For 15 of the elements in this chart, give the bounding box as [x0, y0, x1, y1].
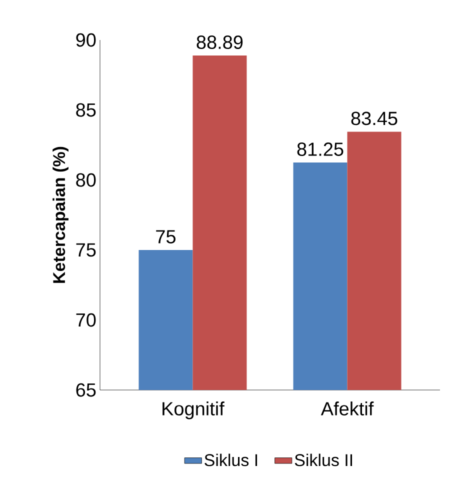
y-tick-label: 75 — [76, 243, 96, 257]
y-tick-label: 70 — [76, 313, 96, 327]
x-tick-label: Kognitif — [162, 402, 224, 420]
data-label: 81.25 — [297, 142, 344, 156]
y-tick-label: 80 — [76, 173, 96, 187]
y-tick-label: 90 — [76, 33, 96, 47]
data-label: 88.89 — [196, 36, 243, 50]
y-axis-title: Ketercapaian (%) — [52, 146, 68, 283]
y-tick-label: 65 — [76, 383, 96, 397]
legend-label: Siklus II — [294, 454, 352, 466]
x-tick-label: Afektif — [320, 402, 374, 416]
y-tick-label: 85 — [76, 103, 96, 117]
data-label: 75 — [156, 230, 176, 244]
legend-label: Siklus I — [204, 454, 258, 466]
data-label: 83.45 — [351, 112, 398, 126]
